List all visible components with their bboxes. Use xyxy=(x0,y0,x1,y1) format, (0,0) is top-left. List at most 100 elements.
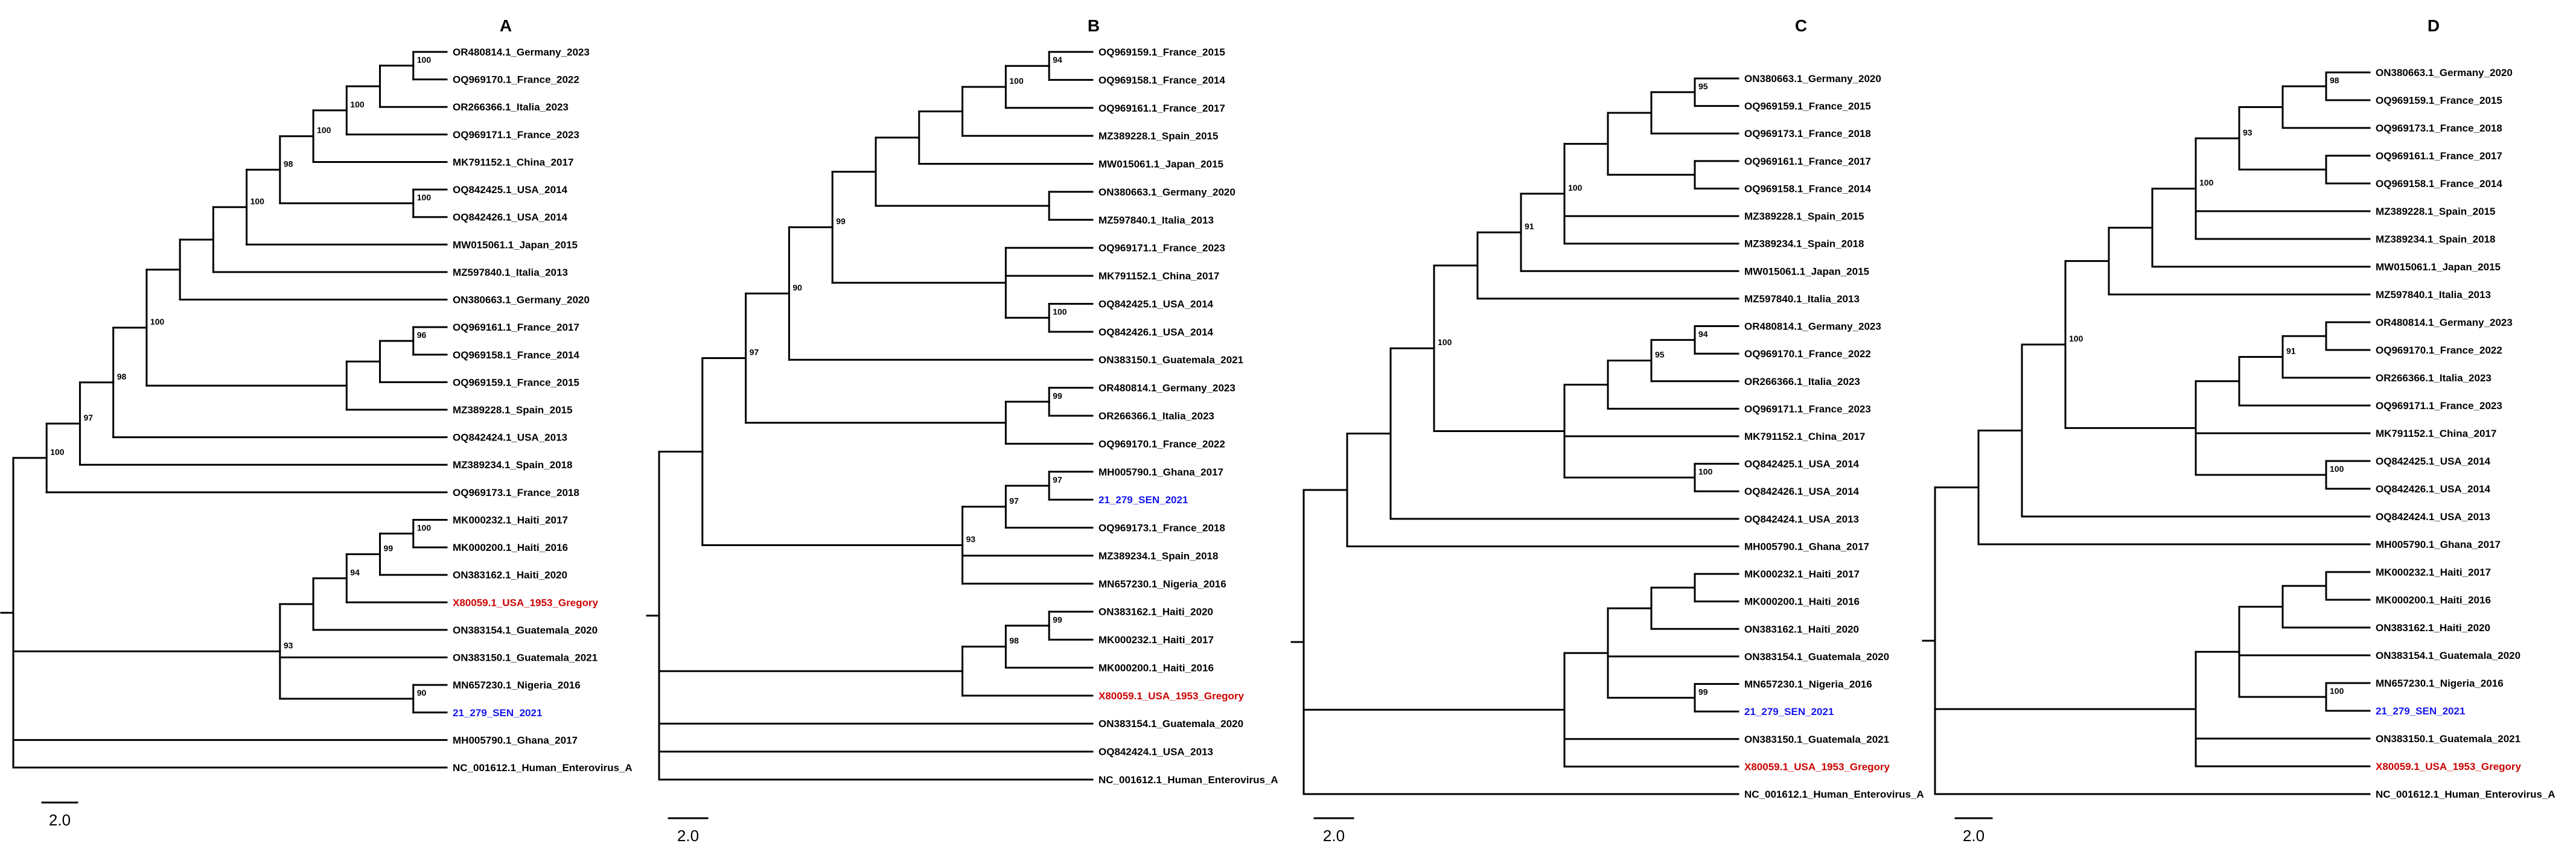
bootstrap-value: 100 xyxy=(1438,337,1452,347)
leaf-label: OR266366.1_Italia_2023 xyxy=(453,101,569,113)
bootstrap-value: 93 xyxy=(966,535,976,544)
tree-panel-d: ON380663.1_Germany_2020 OQ969159.1_France… xyxy=(1922,16,2555,845)
bootstrap-value: 99 xyxy=(1698,687,1708,696)
leaf-label: ON380663.1_Germany_2020 xyxy=(1744,73,1881,84)
leaf-label: ON383150.1_Guatemala_2021 xyxy=(2376,733,2520,745)
leaf-label: OQ842425.1_USA_2014 xyxy=(453,184,568,196)
leaf-label: OQ969158.1_France_2014 xyxy=(2376,178,2502,189)
leaf-label: OQ969173.1_France_2018 xyxy=(1098,523,1225,534)
bootstrap-value: 100 xyxy=(1053,307,1067,317)
panel-title: B xyxy=(1088,16,1100,35)
leaf-label: OQ969159.1_France_2015 xyxy=(453,377,579,388)
bootstrap-value: 100 xyxy=(2330,464,2344,474)
leaf-label: OQ969159.1_France_2015 xyxy=(1744,101,1871,112)
leaf-label: OQ842424.1_USA_2013 xyxy=(1744,513,1859,525)
bootstrap-value: 91 xyxy=(1525,221,1534,231)
leaf-label: OR480814.1_Germany_2023 xyxy=(2376,317,2513,328)
bootstrap-value: 91 xyxy=(2286,346,2296,356)
leaf-label: ON383150.1_Guatemala_2021 xyxy=(1744,734,1889,745)
bootstrap-value: 100 xyxy=(1568,183,1583,192)
bootstrap-value: 94 xyxy=(1698,329,1708,339)
bootstrap-value: 95 xyxy=(1698,81,1708,91)
bootstrap-value: 100 xyxy=(350,100,365,109)
leaf-label: MZ389234.1_Spain_2018 xyxy=(1744,238,1864,250)
bootstrap-value: 100 xyxy=(2330,686,2344,696)
leaf-label: MZ389234.1_Spain_2018 xyxy=(2376,234,2495,245)
leaf-label: OQ969161.1_France_2017 xyxy=(1744,156,1871,167)
leaf-label: MZ597840.1_Italia_2013 xyxy=(453,267,568,278)
bootstrap-value: 100 xyxy=(317,126,331,135)
leaf-label: MK791152.1_China_2017 xyxy=(1744,431,1865,442)
bootstrap-value: 99 xyxy=(1053,391,1062,401)
leaf-label: OQ969170.1_France_2022 xyxy=(2376,345,2502,356)
leaf-label: MZ389228.1_Spain_2015 xyxy=(1744,211,1864,222)
leaf-label: MK791152.1_China_2017 xyxy=(1098,270,1219,282)
bootstrap-value: 100 xyxy=(1009,76,1024,86)
leaf-label: OQ842425.1_USA_2014 xyxy=(2376,456,2491,467)
leaf-label: MW015061.1_Japan_2015 xyxy=(453,239,578,250)
panel-title: D xyxy=(2428,16,2440,35)
bootstrap-value: 100 xyxy=(150,317,165,326)
bootstrap-value: 97 xyxy=(83,413,93,422)
panel-title: C xyxy=(1795,16,1807,35)
leaf-label: MN657230.1_Nigeria_2016 xyxy=(2376,678,2504,689)
bootstrap-value: 95 xyxy=(1655,350,1665,360)
leaf-label: OQ969171.1_France_2023 xyxy=(1098,243,1225,254)
leaf-label: MZ389228.1_Spain_2015 xyxy=(2376,206,2495,217)
bootstrap-value: 96 xyxy=(417,330,427,340)
leaf-label: OQ969161.1_France_2017 xyxy=(2376,150,2502,162)
bootstrap-value: 100 xyxy=(50,447,65,457)
leaf-label: ON380663.1_Germany_2020 xyxy=(2376,67,2513,78)
leaf-label: OQ969158.1_France_2014 xyxy=(453,349,579,361)
leaf-label: X80059.1_USA_1953_Gregory xyxy=(1098,690,1245,702)
scale-bar-label: 2.0 xyxy=(677,827,699,845)
bootstrap-value: 100 xyxy=(417,192,432,202)
scale-bar-label: 2.0 xyxy=(49,811,71,829)
leaf-label: 21_279_SEN_2021 xyxy=(2376,705,2465,717)
tree-panel-a: OR480814.1_Germany_2023 OQ969170.1_France… xyxy=(0,16,633,829)
leaf-label: ON380663.1_Germany_2020 xyxy=(453,294,590,306)
leaf-label: MK000232.1_Haiti_2017 xyxy=(1098,634,1214,646)
leaf-label: NC_001612.1_Human_Enterovirus_A xyxy=(1098,774,1278,786)
leaf-label: ON383154.1_Guatemala_2020 xyxy=(2376,650,2520,661)
bootstrap-value: 100 xyxy=(2199,178,2214,188)
leaf-label: OQ969161.1_France_2017 xyxy=(453,322,579,333)
leaf-label: ON380663.1_Germany_2020 xyxy=(1098,186,1235,198)
panel-title: A xyxy=(500,16,512,35)
leaf-label: OQ969161.1_France_2017 xyxy=(1098,103,1225,114)
leaf-label: OQ842426.1_USA_2014 xyxy=(453,212,568,223)
leaf-label: OR266366.1_Italia_2023 xyxy=(1098,410,1214,422)
leaf-label: OQ842425.1_USA_2014 xyxy=(1098,298,1214,310)
leaf-label: OR266366.1_Italia_2023 xyxy=(2376,372,2492,384)
leaf-label: X80059.1_USA_1953_Gregory xyxy=(453,597,599,608)
leaf-label: OR266366.1_Italia_2023 xyxy=(1744,376,1860,387)
leaf-label: MZ389234.1_Spain_2018 xyxy=(453,459,572,471)
leaf-label: ON383162.1_Haiti_2020 xyxy=(2376,622,2490,634)
leaf-label: OQ842424.1_USA_2013 xyxy=(2376,511,2490,523)
leaf-label: MK791152.1_China_2017 xyxy=(2376,428,2496,439)
leaf-label: MK000232.1_Haiti_2017 xyxy=(2376,567,2491,578)
leaf-label: OQ969171.1_France_2023 xyxy=(453,129,579,141)
leaf-label: NC_001612.1_Human_Enterovirus_A xyxy=(453,762,633,774)
leaf-label: MH005790.1_Ghana_2017 xyxy=(453,734,578,746)
leaf-label: OQ842424.1_USA_2013 xyxy=(453,432,567,443)
leaf-label: OQ842425.1_USA_2014 xyxy=(1744,459,1860,470)
bootstrap-value: 90 xyxy=(417,688,427,698)
leaf-label: MZ597840.1_Italia_2013 xyxy=(1098,214,1214,226)
bootstrap-value: 99 xyxy=(836,217,846,226)
leaf-label: MK000200.1_Haiti_2016 xyxy=(453,542,568,553)
leaf-label: OQ969173.1_France_2018 xyxy=(1744,128,1871,139)
leaf-label: ON383154.1_Guatemala_2020 xyxy=(1744,651,1889,663)
leaf-label: MW015061.1_Japan_2015 xyxy=(2376,261,2501,273)
leaf-label: ON383154.1_Guatemala_2020 xyxy=(1098,718,1243,730)
leaf-label: OQ969159.1_France_2015 xyxy=(2376,95,2502,106)
scale-bar-label: 2.0 xyxy=(1963,827,1985,845)
bootstrap-value: 94 xyxy=(1053,55,1062,65)
leaf-label: X80059.1_USA_1953_Gregory xyxy=(2376,761,2522,772)
leaf-label: ON383162.1_Haiti_2020 xyxy=(1098,606,1213,618)
leaf-label: OR480814.1_Germany_2023 xyxy=(1098,383,1235,394)
tree-panel-c: ON380663.1_Germany_2020 OQ969159.1_France… xyxy=(1290,16,1924,845)
leaf-label: MW015061.1_Japan_2015 xyxy=(1744,265,1869,277)
leaf-label: OQ969159.1_France_2015 xyxy=(1098,46,1225,58)
